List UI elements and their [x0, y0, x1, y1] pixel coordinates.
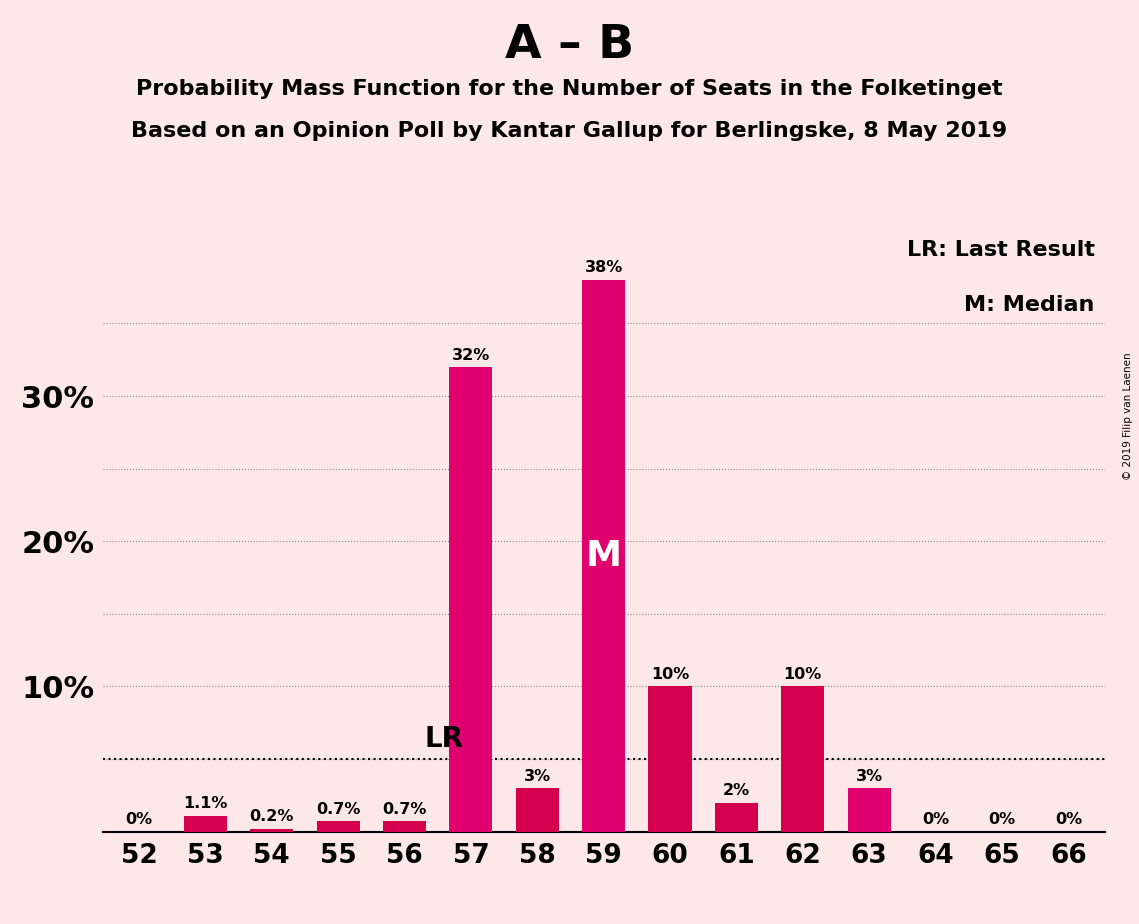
Text: LR: LR	[425, 725, 464, 753]
Text: 3%: 3%	[524, 769, 551, 784]
Text: 10%: 10%	[650, 667, 689, 682]
Text: Based on an Opinion Poll by Kantar Gallup for Berlingske, 8 May 2019: Based on an Opinion Poll by Kantar Gallu…	[131, 121, 1008, 141]
Text: 0%: 0%	[921, 812, 949, 827]
Bar	[183, 816, 227, 832]
Text: 0%: 0%	[989, 812, 1016, 827]
Text: Probability Mass Function for the Number of Seats in the Folketinget: Probability Mass Function for the Number…	[137, 79, 1002, 99]
Text: 3%: 3%	[855, 769, 883, 784]
Text: A – B: A – B	[505, 23, 634, 68]
Text: LR: Last Result: LR: Last Result	[907, 240, 1095, 260]
Bar	[781, 687, 825, 832]
Bar	[715, 803, 757, 832]
Text: 0.7%: 0.7%	[383, 802, 427, 817]
Text: M: Median: M: Median	[965, 295, 1095, 315]
Text: 32%: 32%	[452, 347, 490, 362]
Bar	[648, 687, 691, 832]
Bar	[251, 829, 294, 832]
Text: 38%: 38%	[584, 261, 623, 275]
Text: 10%: 10%	[784, 667, 822, 682]
Text: 0.7%: 0.7%	[316, 802, 360, 817]
Text: 0.2%: 0.2%	[249, 809, 294, 824]
Text: 0%: 0%	[1055, 812, 1082, 827]
Bar	[516, 788, 559, 832]
Bar	[450, 367, 492, 832]
Text: 0%: 0%	[125, 812, 153, 827]
Bar	[383, 821, 426, 832]
Bar	[847, 788, 891, 832]
Text: © 2019 Filip van Laenen: © 2019 Filip van Laenen	[1123, 352, 1133, 480]
Text: 1.1%: 1.1%	[183, 796, 228, 811]
Text: M: M	[585, 539, 622, 573]
Text: 2%: 2%	[723, 784, 749, 798]
Bar	[582, 280, 625, 832]
Bar	[317, 821, 360, 832]
